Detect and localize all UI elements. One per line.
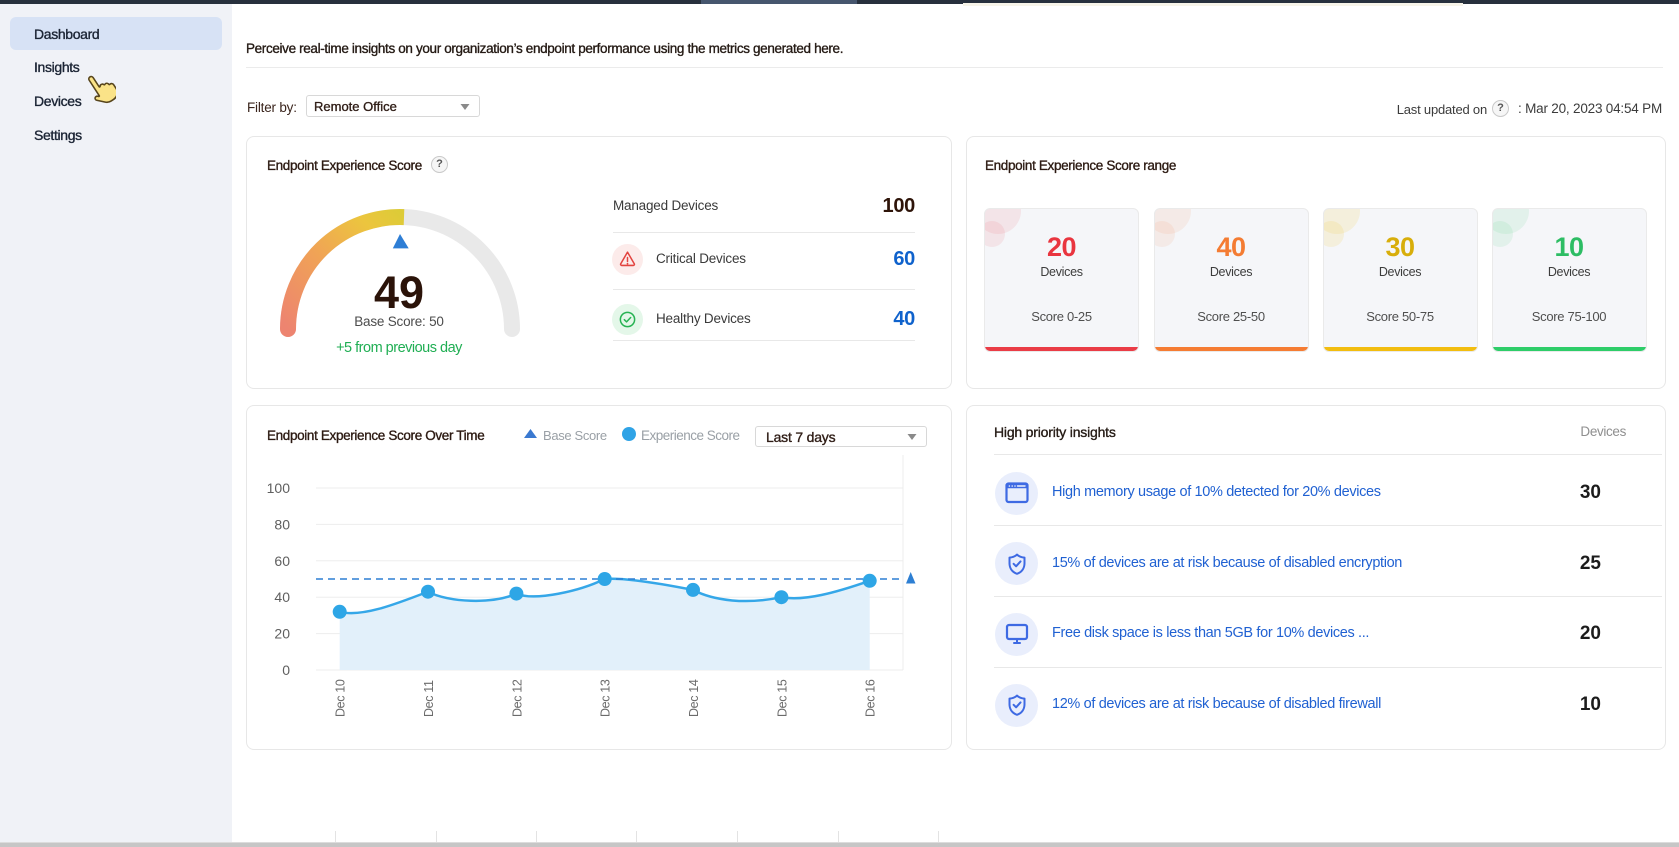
svg-text:100: 100	[267, 480, 291, 496]
svg-text:Dec 13: Dec 13	[599, 679, 613, 717]
svg-text:80: 80	[274, 516, 290, 532]
svg-text:20: 20	[274, 626, 290, 642]
svg-text:60: 60	[274, 553, 290, 569]
svg-text:Dec 16: Dec 16	[864, 679, 878, 717]
svg-text:0: 0	[282, 662, 290, 678]
svg-text:Dec 15: Dec 15	[775, 679, 789, 717]
svg-text:Dec 10: Dec 10	[334, 679, 348, 717]
svg-text:Dec 12: Dec 12	[510, 679, 524, 717]
svg-text:Dec 11: Dec 11	[422, 680, 436, 717]
svg-text:Dec 14: Dec 14	[687, 679, 701, 717]
svg-text:40: 40	[274, 589, 290, 605]
